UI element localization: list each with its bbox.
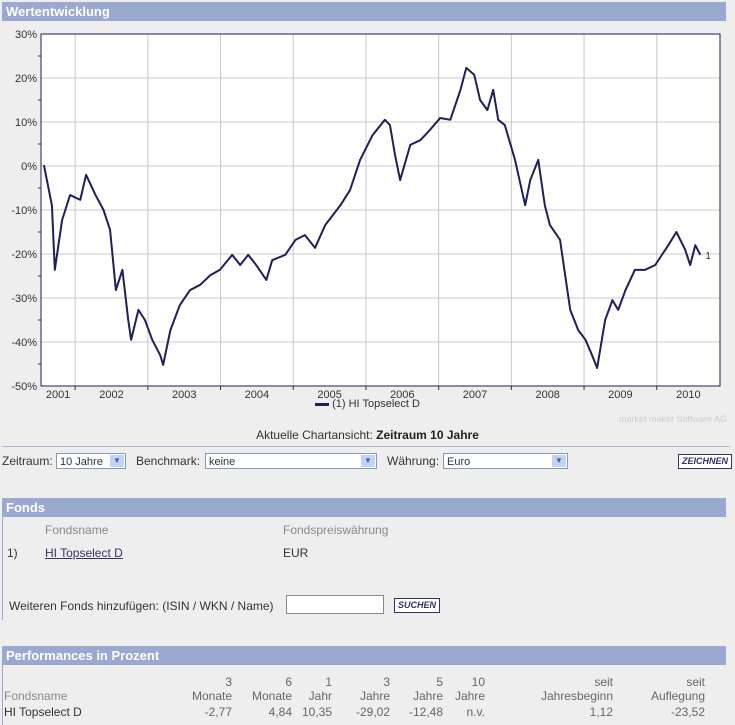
performance-header-line: Jahr	[308, 689, 332, 703]
performance-header-line: Jahre	[412, 689, 443, 703]
zeitraum-value: 10 Jahre	[60, 456, 103, 468]
section-border	[2, 517, 3, 620]
x-tick-label: 2010	[676, 389, 700, 400]
performance-header-line: Monate	[251, 689, 292, 703]
performance-header-line: Auflegung	[650, 689, 705, 703]
x-tick-label: 2004	[245, 389, 269, 400]
performance-header-line	[4, 675, 154, 689]
benchmark-label: Benchmark:	[136, 454, 201, 468]
performance-chart: 30% 20% 10% 0% -10% -20% -30% -40% -50% 2001 2002 2…	[11, 29, 721, 400]
performance-value: 4,84	[268, 705, 292, 719]
performance-header-line: Jahre	[454, 689, 485, 703]
plot-frame	[40, 33, 721, 387]
current-view: Aktuelle Chartansicht: Zeitraum 10 Jahre	[0, 428, 735, 442]
performance-header-line: seit	[686, 675, 705, 689]
performance-header-line: 10	[471, 675, 485, 689]
performance-header: 3 Monate	[154, 675, 232, 703]
x-tick-label: 2005	[317, 389, 341, 400]
current-view-label: Aktuelle Chartansicht:	[256, 428, 373, 442]
legend-line-swatch	[315, 402, 330, 406]
performance-value: 10,35	[301, 705, 332, 719]
chevron-down-icon: ▼	[361, 455, 375, 467]
performance-header-line: 6	[285, 675, 292, 689]
x-tick-label: 2003	[172, 389, 196, 400]
legend-label: (1) HI Topselect D	[332, 398, 420, 410]
performance-table: Fondsname 3 Monate 6 Monate 1 Jahr 3 Jahre 5 Jahre…	[4, 675, 705, 719]
performance-value: -2,77	[204, 705, 232, 719]
performance-header-row: Fondsname 3 Monate 6 Monate 1 Jahr 3 Jahre 5 Jahre…	[4, 675, 705, 703]
performance-header: 10 Jahre	[443, 675, 485, 703]
chevron-down-icon: ▼	[110, 455, 124, 467]
performance-header-line: Monate	[191, 689, 232, 703]
x-tick-label: 2007	[463, 389, 487, 400]
chevron-down-icon: ▼	[552, 455, 566, 467]
performance-header-line: Jahresbeginn	[540, 689, 613, 703]
performance-header: seit Auflegung	[613, 675, 705, 703]
series-line	[42, 66, 702, 369]
add-fonds-input[interactable]	[286, 595, 384, 614]
current-view-value: Zeitraum 10 Jahre	[376, 428, 479, 442]
fonds-col-name: Fondsname	[45, 523, 109, 537]
zeitraum-label: Zeitraum:	[2, 454, 53, 468]
y-tick-label: -30%	[11, 293, 37, 305]
performance-header: 6 Monate	[232, 675, 292, 703]
zeitraum-select[interactable]: 10 Jahre ▼	[56, 453, 126, 469]
performance-header-line: 1	[325, 675, 332, 689]
divider	[2, 446, 730, 447]
waehrung-value: Euro	[447, 456, 471, 468]
y-tick-label: -50%	[11, 381, 37, 393]
section-header-performance: Performances in Prozent	[2, 646, 726, 665]
y-tick-label: 10%	[15, 117, 37, 129]
x-tick-label: 2006	[390, 389, 414, 400]
performance-value: -23,52	[670, 705, 705, 719]
y-tick-label: -10%	[11, 205, 37, 217]
performance-header: 5 Jahre	[390, 675, 443, 703]
waehrung-select[interactable]: Euro ▼	[443, 453, 568, 469]
x-tick-label: 2001	[46, 389, 70, 400]
performance-value: 1,12	[589, 705, 613, 719]
performance-header-line: Jahre	[359, 689, 390, 703]
x-tick-label: 2008	[535, 389, 559, 400]
performance-header-line: seit	[594, 675, 613, 689]
performance-header: seit Jahresbeginn	[485, 675, 613, 703]
suchen-button[interactable]: SUCHEN	[394, 598, 441, 613]
benchmark-value: keine	[209, 456, 236, 468]
watermark: market maker Software AG	[618, 414, 727, 424]
chart-legend: (1) HI Topselect D	[0, 398, 735, 410]
section-border	[2, 665, 3, 725]
performance-header-line: Fondsname	[4, 689, 68, 703]
fonds-col-currency: Fondspreiswährung	[283, 523, 389, 537]
performance-header: Fondsname	[4, 675, 154, 703]
section-header-fonds: Fonds	[2, 498, 726, 517]
performance-value: -29,02	[355, 705, 390, 719]
fonds-currency: EUR	[283, 546, 309, 560]
performance-header: 3 Jahre	[332, 675, 390, 703]
y-tick-label: 30%	[15, 29, 37, 41]
performance-header-line: 3	[225, 675, 232, 689]
x-tick-label: 2002	[99, 389, 123, 400]
x-tick-label: 2009	[608, 389, 632, 400]
series-end-label: 1	[705, 251, 711, 262]
y-tick-label: 0%	[21, 161, 37, 173]
fonds-row-index: 1)	[7, 546, 18, 560]
performance-value: n.v.	[466, 705, 485, 719]
zeichnen-button[interactable]: ZEICHNEN	[678, 454, 733, 469]
section-header-wertentwicklung: Wertentwicklung	[2, 2, 726, 21]
performance-header: 1 Jahr	[292, 675, 332, 703]
waehrung-label: Währung:	[387, 454, 440, 468]
y-tick-label: 20%	[15, 73, 37, 85]
performance-value: -12,48	[408, 705, 443, 719]
performance-header-line: 5	[436, 675, 443, 689]
performance-header-line: 3	[383, 675, 390, 689]
y-tick-label: -20%	[11, 249, 37, 261]
y-tick-label: -40%	[11, 337, 37, 349]
add-fonds-label: Weiteren Fonds hinzufügen: (ISIN / WKN /…	[9, 599, 274, 613]
fonds-link[interactable]: HI Topselect D	[45, 546, 123, 560]
performance-fund-name: HI Topselect D	[4, 705, 82, 719]
benchmark-select[interactable]: keine ▼	[205, 453, 377, 469]
performance-row: HI Topselect D -2,77 4,84 10,35 -29,02 -12,48…	[4, 703, 705, 719]
